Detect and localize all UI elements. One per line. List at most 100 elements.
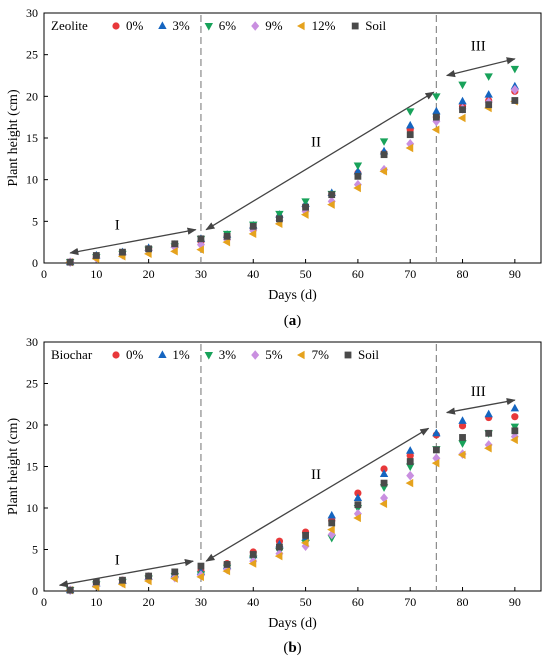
legend-label: 7% [312,347,330,362]
data-point [327,200,335,209]
data-point [196,245,204,254]
series-5pct [66,431,519,595]
data-point [248,229,257,239]
data-point [66,586,74,594]
data-point [145,245,153,253]
data-point [457,450,466,460]
data-point [119,248,126,256]
stage-label: II [311,134,321,150]
legend-marker [297,21,305,31]
data-point [432,106,441,115]
data-point [432,93,441,101]
legend-label: Soil [358,347,379,362]
data-point [249,551,257,558]
data-point [510,435,518,445]
series-7pct [65,435,518,595]
legend-label: 5% [265,347,283,362]
y-tick-label: 5 [32,214,38,228]
data-point [511,427,519,435]
stage-label: I [115,552,120,568]
data-point [171,240,179,248]
x-tick-label: 70 [404,267,416,281]
data-point [197,562,205,570]
legend-marker [112,22,120,30]
stage-label: III [471,384,486,400]
x-tick-label: 80 [457,595,469,609]
x-tick-label: 40 [247,267,259,281]
chart-panel-2: 0 10 20 30 40 50 60 70 80 90 0 5 10 15 20 25 30 Days (d) P… [6,335,542,656]
series-1pct [65,403,520,594]
data-point [302,531,309,539]
legend-label: 3% [172,18,190,33]
data-point [379,469,389,477]
data-point [223,561,231,568]
legend-marker [297,350,305,360]
y-tick-label: 20 [26,418,38,432]
series-soil [66,427,519,594]
x-tick-label: 90 [509,595,521,609]
data-point [405,478,414,488]
data-point [458,416,467,424]
y-tick-label: 0 [32,584,38,598]
data-point [379,167,388,176]
data-point [353,166,363,175]
data-point [484,409,493,418]
series-9pct [66,84,519,267]
data-point [484,73,493,81]
data-point [458,81,467,90]
y-axis-label: Plant height (cm) [6,418,21,516]
data-point [379,138,389,146]
legend-label: 9% [265,18,283,33]
y-tick-label: 15 [26,131,38,145]
data-point [380,465,388,473]
legend-title: Biochar [51,347,93,362]
stage-label: II [311,467,321,483]
data-point [302,203,309,211]
legend-marker [158,21,167,29]
data-point [196,572,204,582]
y-tick-label: 5 [32,543,38,557]
y-tick-label: 10 [26,501,38,515]
stage-arrow [69,227,197,256]
data-point [249,222,257,230]
series-6pct [65,65,520,267]
y-tick-label: 30 [26,335,38,349]
data-point [171,568,179,576]
data-point [406,470,415,481]
data-point [170,574,178,583]
data-point [328,191,336,199]
data-point [276,215,283,223]
data-point [92,578,100,586]
legend-marker [251,21,260,31]
data-point [484,90,493,98]
data-point [380,151,388,159]
stage-arrow [445,57,516,78]
data-point [510,403,520,412]
stage-label: I [115,218,120,234]
stage-label: III [471,39,486,55]
series-3pct [65,81,520,266]
x-tick-label: 0 [41,595,47,609]
legend-marker [158,350,167,358]
data-point [406,131,414,139]
data-point [406,458,414,465]
data-point [300,538,309,548]
x-tick-label: 60 [352,267,364,281]
data-point [92,252,100,259]
data-point [485,429,493,437]
legend-label: Soil [365,18,386,33]
data-point [484,444,492,453]
data-point [301,198,310,206]
x-tick-label: 10 [90,595,102,609]
series-0pct [66,87,519,266]
chart-panel-1: 0 10 20 30 40 50 60 70 80 90 0 5 10 15 20 25 30 Days (d) P… [6,6,542,329]
data-point [511,97,519,104]
data-point [406,108,415,116]
y-tick-label: 25 [26,377,38,391]
stage-arrow [58,558,194,588]
x-tick-label: 50 [300,267,312,281]
legend-label: 6% [219,18,237,33]
data-point [511,413,519,421]
data-point [354,489,362,497]
